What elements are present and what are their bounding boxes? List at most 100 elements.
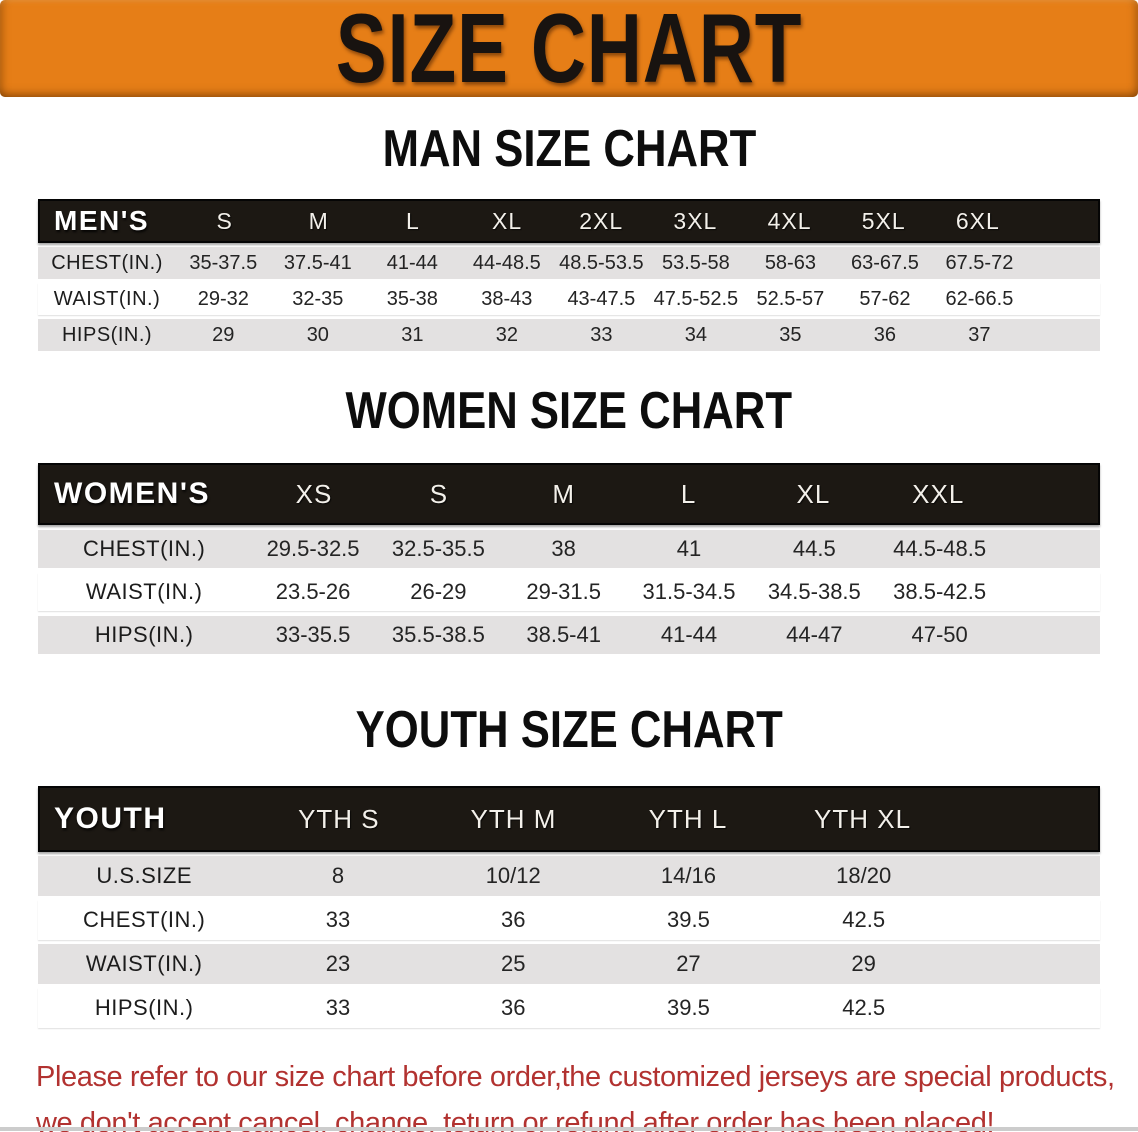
cell-value: 10/12	[485, 863, 541, 888]
column-header: YTH S	[298, 803, 380, 834]
row-label: CHEST(IN.)	[51, 251, 163, 274]
row-label: CHEST(IN.)	[83, 907, 206, 932]
cell-value: 47.5-52.5	[653, 287, 739, 310]
column-header: 6XL	[955, 207, 1000, 234]
table-row: WAIST(IN.) 23 25 27 29	[38, 944, 1100, 984]
cell-value: 33-35.5	[275, 622, 351, 647]
cell-value: 38	[551, 536, 576, 561]
cell-value: 37	[968, 323, 991, 346]
cell-value: 38-43	[481, 287, 533, 310]
column-header: YTH M	[470, 803, 557, 834]
cell-value: 44-47	[786, 622, 843, 647]
column-header: S	[429, 478, 449, 509]
table-row: HIPS(IN.) 29 30 31 32 33 34 35 36 37	[38, 319, 1100, 351]
disclaimer-line-1: Please refer to our size chart before or…	[36, 1061, 1115, 1093]
column-header: XL	[492, 207, 523, 234]
table-row: WAIST(IN.) 23.5-26 26-29 29-31.5 31.5-34.5 34…	[38, 573, 1100, 611]
row-label: CHEST(IN.)	[83, 536, 206, 561]
table-row: U.S.SIZE 8 10/12 14/16 18/20	[38, 856, 1100, 896]
cell-value: 18/20	[836, 863, 892, 888]
cell-value: 32.5-35.5	[391, 536, 485, 561]
cell-value: 58-63	[764, 251, 816, 274]
womens-size-table: WOMEN'S XS S M L XL XXL CHEST(IN.) 29.5-32.5 32.5…	[38, 463, 1100, 654]
bottom-border-strip	[0, 1127, 1138, 1131]
table-corner-label: WOMEN'S	[54, 477, 210, 510]
table-row: CHEST(IN.) 33 36 39.5 42.5	[38, 900, 1100, 940]
cell-value: 36	[500, 995, 526, 1020]
cell-value: 35-37.5	[189, 251, 258, 274]
column-header: S	[216, 207, 233, 234]
column-header: XXL	[912, 478, 965, 509]
table-header-row: WOMEN'S XS S M L XL XXL	[38, 463, 1100, 525]
cell-value: 41	[676, 536, 702, 561]
table-row: HIPS(IN.) 33-35.5 35.5-38.5 38.5-41 41-44 44-…	[38, 616, 1100, 654]
cell-value: 29-31.5	[526, 579, 601, 604]
row-label: HIPS(IN.)	[61, 323, 153, 346]
cell-value: 25	[500, 951, 526, 976]
cell-value: 8	[331, 863, 345, 888]
table-corner-label: YOUTH	[54, 802, 167, 835]
cell-value: 35.5-38.5	[391, 622, 485, 647]
column-header: 5XL	[861, 207, 906, 234]
mens-size-table: MEN'S S M L XL 2XL 3XL 4XL 5XL 6XL CHEST(IN.) 35-37…	[38, 199, 1100, 351]
table-row: HIPS(IN.) 33 36 39.5 42.5	[38, 988, 1100, 1028]
cell-value: 34.5-38.5	[767, 579, 861, 604]
row-label: U.S.SIZE	[96, 863, 193, 888]
cell-value: 26-29	[410, 579, 467, 604]
cell-value: 44.5-48.5	[893, 536, 987, 561]
cell-value: 23	[325, 951, 351, 976]
column-header: XS	[295, 478, 333, 509]
man-size-chart-section: MAN SIZE CHART MEN'S S M L XL 2XL 3XL 4XL 5XL 6XL…	[0, 123, 1138, 351]
column-header: 3XL	[673, 207, 718, 234]
column-header: M	[552, 478, 576, 509]
column-header: XL	[796, 478, 831, 509]
cell-value: 42.5	[842, 907, 886, 932]
cell-value: 57-62	[859, 287, 911, 310]
cell-value: 32	[495, 323, 518, 346]
column-header: YTH XL	[814, 803, 912, 834]
cell-value: 33	[590, 323, 613, 346]
column-header: YTH L	[648, 803, 728, 834]
cell-value: 35	[779, 323, 802, 346]
cell-value: 29-32	[197, 287, 249, 310]
cell-value: 30	[306, 323, 329, 346]
cell-value: 67.5-72	[945, 251, 1014, 274]
cell-value: 39.5	[667, 995, 710, 1020]
table-row: WAIST(IN.) 29-32 32-35 35-38 38-43 43-47.5 47.…	[38, 283, 1100, 315]
cell-value: 43-47.5	[567, 287, 636, 310]
cell-value: 29	[851, 951, 876, 976]
column-header: L	[406, 207, 420, 234]
women-size-chart-section: WOMEN SIZE CHART WOMEN'S XS S M L XL XXL CHEST(…	[0, 385, 1138, 654]
cell-value: 47-50	[911, 622, 968, 647]
cell-value: 52.5-57	[756, 287, 825, 310]
cell-value: 27	[676, 951, 701, 976]
cell-value: 38.5-42.5	[893, 579, 987, 604]
cell-value: 23.5-26	[275, 579, 351, 604]
cell-value: 14/16	[660, 863, 716, 888]
cell-value: 33	[325, 995, 351, 1020]
disclaimer-text: Please refer to our size chart before or…	[0, 1054, 1138, 1132]
banner-title: SIZE CHART	[335, 0, 803, 103]
youth-size-chart-section: YOUTH SIZE CHART YOUTH YTH S YTH M YTH L YTH…	[0, 704, 1138, 1028]
cell-value: 62-66.5	[945, 287, 1014, 310]
row-label: HIPS(IN.)	[94, 622, 194, 647]
row-label: HIPS(IN.)	[94, 995, 194, 1020]
women-size-chart-heading: WOMEN SIZE CHART	[0, 385, 1138, 437]
cell-value: 44-48.5	[472, 251, 541, 274]
cell-value: 53.5-58	[661, 251, 730, 274]
column-header: 2XL	[579, 207, 624, 234]
heading-text: WOMEN SIZE CHART	[345, 382, 793, 440]
youth-size-chart-heading: YOUTH SIZE CHART	[0, 704, 1138, 756]
youth-size-table: YOUTH YTH S YTH M YTH L YTH XL U.S.SIZE 8 10/12…	[38, 786, 1100, 1028]
column-header: 4XL	[767, 207, 812, 234]
table-corner-label: MEN'S	[54, 205, 150, 236]
cell-value: 31.5-34.5	[642, 579, 736, 604]
column-header: L	[680, 478, 697, 509]
cell-value: 29.5-32.5	[266, 536, 360, 561]
row-label: WAIST(IN.)	[85, 951, 203, 976]
cell-value: 41-44	[660, 622, 718, 647]
cell-value: 35-38	[386, 287, 438, 310]
row-label: WAIST(IN.)	[53, 287, 161, 310]
table-row: CHEST(IN.) 35-37.5 37.5-41 41-44 44-48.5 48.5…	[38, 247, 1100, 279]
